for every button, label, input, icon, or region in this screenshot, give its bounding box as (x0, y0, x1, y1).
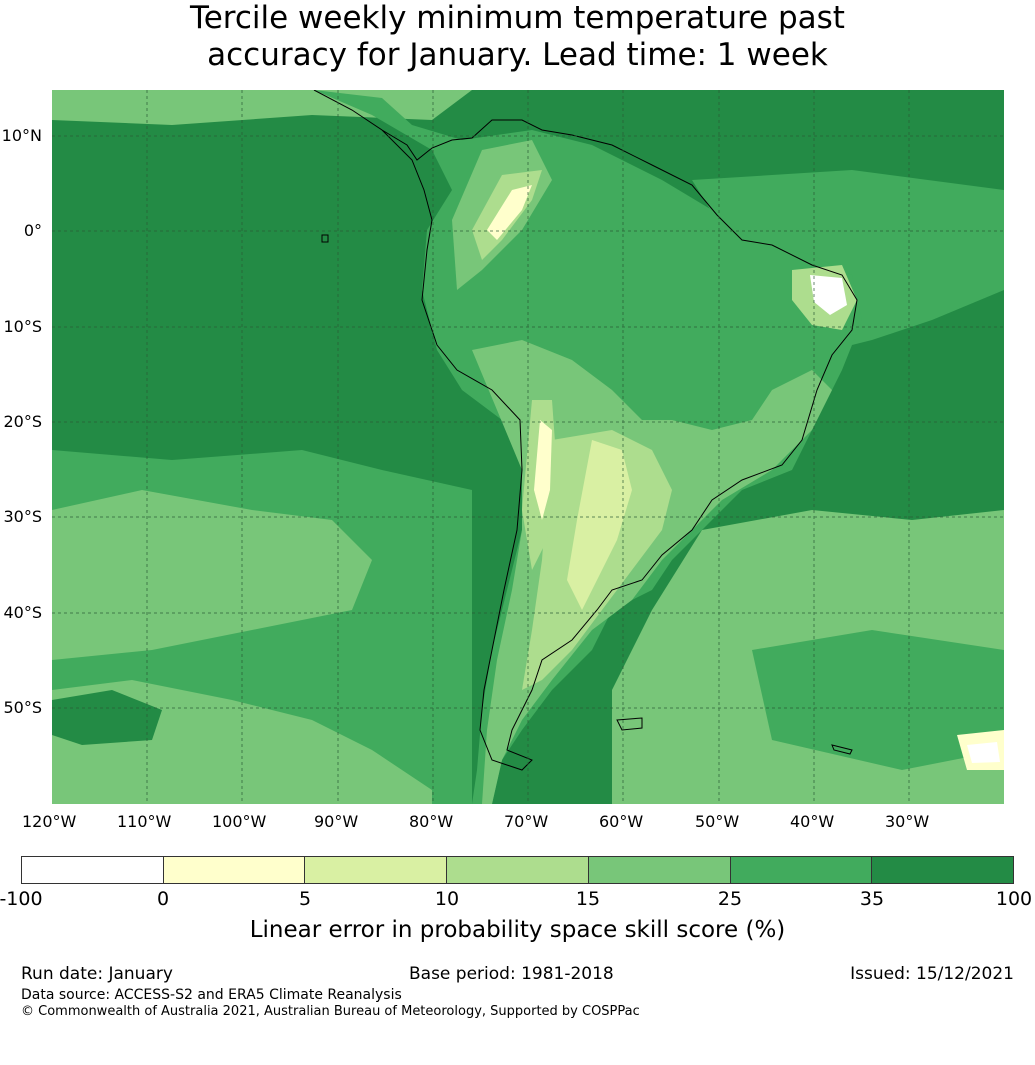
colorbar-segment-3 (305, 857, 448, 883)
island-falklands (616, 717, 643, 731)
chart-title: Tercile weekly minimum temperature past … (0, 0, 1035, 74)
run-date: Run date: January (21, 964, 173, 984)
andes-north-yellow (487, 185, 532, 240)
lon-label-80w: 80°W (409, 812, 454, 831)
colorbar (21, 856, 1014, 884)
colorbar-tick-minus100: -100 (0, 888, 43, 910)
base-period: Base period: 1981-2018 (409, 964, 614, 984)
lon-label-50w: 50°W (695, 812, 740, 831)
colorbar-label: Linear error in probability space skill … (249, 917, 786, 943)
island-south-georgia (831, 744, 853, 755)
andes-south-yellow (534, 420, 552, 520)
colorbar-segment-4 (447, 857, 589, 883)
issued-date: Issued: 15/12/2021 (850, 964, 1014, 984)
lat-label-0: 0° (23, 221, 42, 240)
colorbar-segment-7 (872, 857, 1014, 883)
map-canvas (52, 90, 1004, 804)
title-line-2: accuracy for January. Lead time: 1 week (207, 37, 828, 73)
colorbar-segment-2 (163, 857, 306, 883)
island-galapagos (321, 234, 329, 243)
colorbar-segment-1 (22, 857, 164, 883)
atlantic-south-medium (752, 630, 1004, 770)
coastline (313, 90, 858, 771)
continent-paler (567, 440, 632, 610)
colorbar-tick-100: 100 (995, 888, 1033, 910)
lon-label-110w: 110°W (117, 812, 172, 831)
lon-label-40w: 40°W (790, 812, 835, 831)
colorbar-tick-0: 0 (156, 888, 170, 910)
colorbar-tick-5: 5 (298, 888, 312, 910)
south-ocean-dark-patch (52, 690, 162, 745)
south-atlantic-white-core (967, 742, 1000, 763)
lon-label-60w: 60°W (599, 812, 644, 831)
lat-label-50s: 50°S (3, 698, 42, 717)
lat-label-40s: 40°S (3, 603, 42, 622)
colorbar-tick-35: 35 (859, 888, 885, 910)
lat-label-30s: 30°S (3, 507, 42, 526)
data-source: Data source: ACCESS-S2 and ERA5 Climate … (21, 987, 402, 1003)
lon-label-30w: 30°W (885, 812, 930, 831)
colorbar-tick-10: 10 (434, 888, 460, 910)
copyright: © Commonwealth of Australia 2021, Austra… (21, 1004, 640, 1019)
colorbar-tick-15: 15 (575, 888, 601, 910)
nordeste-white (810, 275, 847, 315)
south-ocean-light (52, 490, 372, 660)
lat-label-10n: 10°N (1, 126, 42, 145)
lon-label-70w: 70°W (504, 812, 549, 831)
lat-label-20s: 20°S (3, 412, 42, 431)
lat-label-10s: 10°S (3, 317, 42, 336)
lon-label-100w: 100°W (212, 812, 267, 831)
lon-label-120w: 120°W (22, 812, 77, 831)
colorbar-segment-6 (730, 857, 873, 883)
lon-label-90w: 90°W (314, 812, 359, 831)
colorbar-tick-25: 25 (717, 888, 743, 910)
colorbar-segment-5 (588, 857, 731, 883)
skill-map[interactable] (52, 90, 1004, 804)
title-line-1: Tercile weekly minimum temperature past (190, 0, 845, 36)
graticule (52, 90, 1004, 804)
